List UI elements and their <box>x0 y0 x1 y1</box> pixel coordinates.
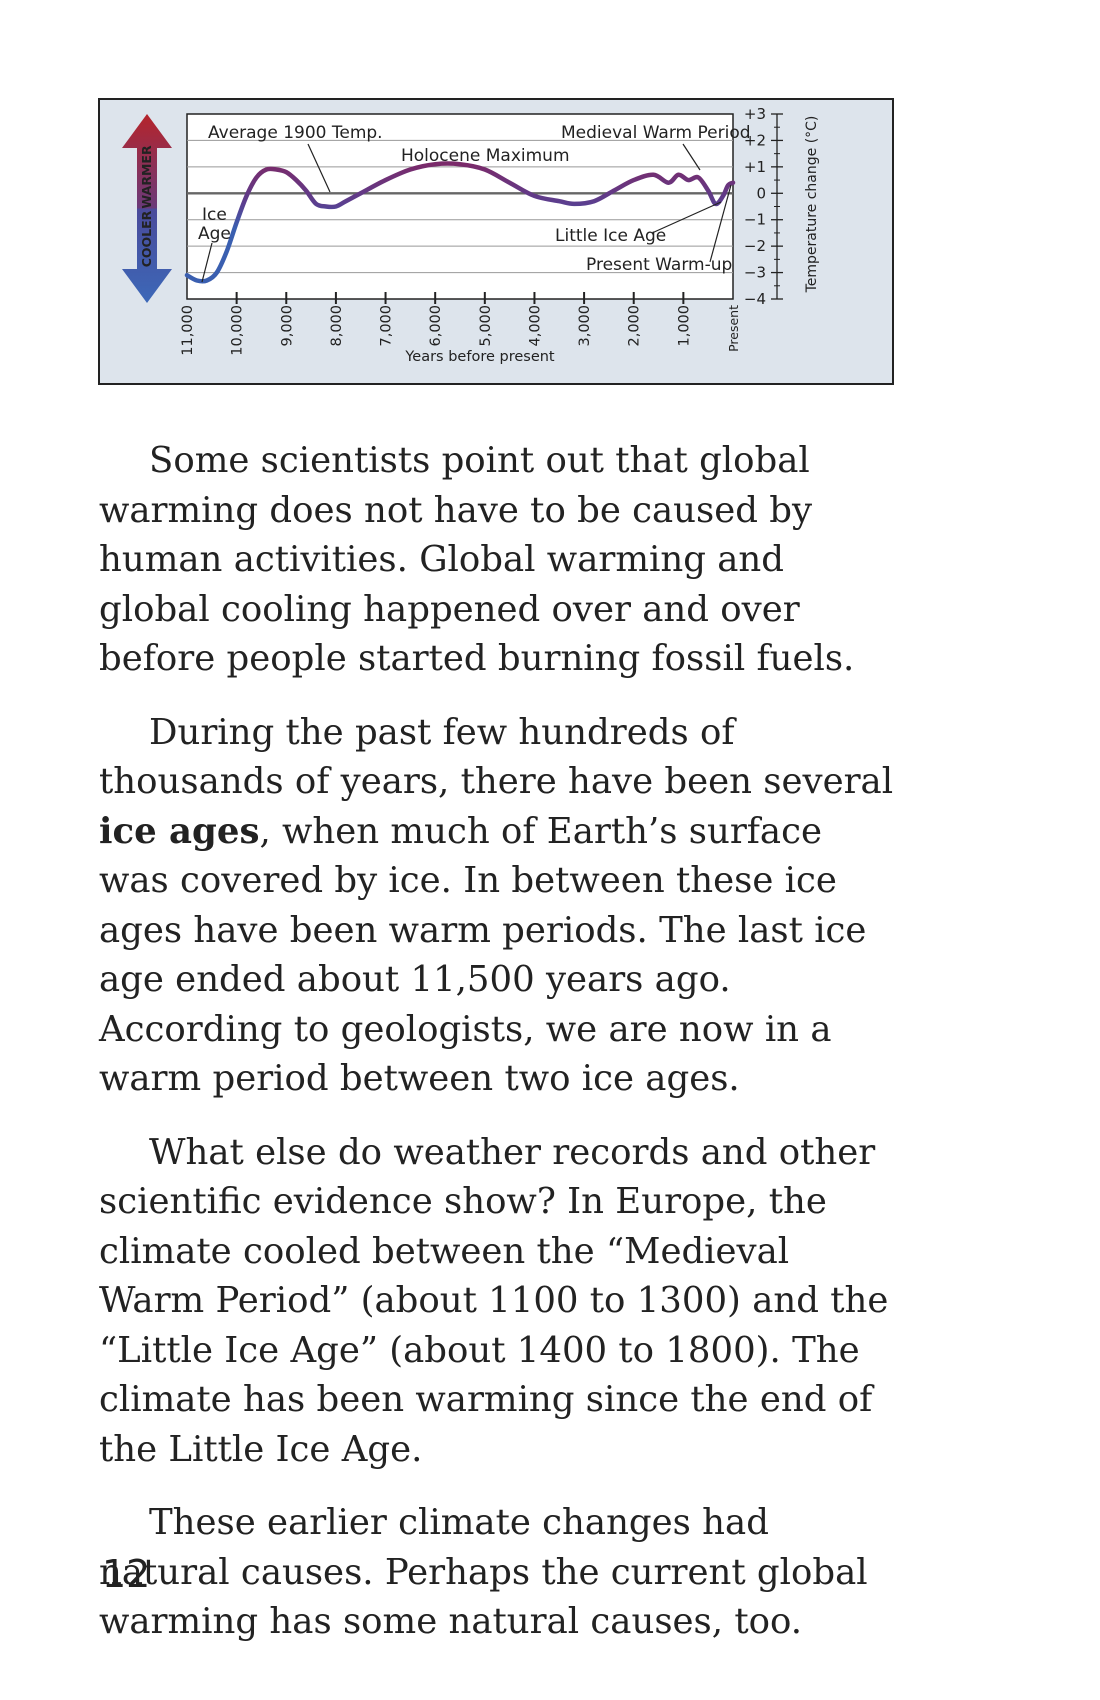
x-tick-label: 3,000 <box>577 305 593 347</box>
annotation-leader-line <box>307 143 331 193</box>
x-tick-label: 8,000 <box>329 305 345 347</box>
paragraph-2: During the past few hundreds of thousand… <box>99 708 899 1104</box>
x-tick-label: 2,000 <box>627 305 643 347</box>
plot-area <box>186 113 734 300</box>
paragraph-3: What else do weather records and other s… <box>99 1131 889 1470</box>
annotation-present-warm-up: Present Warm-up <box>586 255 732 275</box>
cooler-label: COOLER <box>139 210 154 267</box>
annotation-leader-line <box>201 242 213 283</box>
annotation-medieval-warm-period: Medieval Warm Period <box>561 123 751 143</box>
annotation-ice-line2: Age <box>198 224 231 244</box>
y-tick-label: −3 <box>744 264 766 282</box>
temperature-curve <box>184 161 736 284</box>
term-ice-ages: ice ages <box>99 810 260 852</box>
warmer-label: WARMER <box>139 145 154 209</box>
x-tick-label: 1,000 <box>676 305 692 347</box>
y-axis-label: Temperature change (°C) <box>804 116 820 294</box>
temperature-figure: WARMER COOLER 11,000 10,000 9,000 8,000 7,00… <box>98 98 894 385</box>
temperature-chart: WARMER COOLER 11,000 10,000 9,000 8,000 7,00… <box>122 105 820 365</box>
warmer-cooler-arrow <box>122 114 172 303</box>
paragraph-4: These earlier climate changes had natura… <box>99 1502 868 1642</box>
x-tick-label: 7,000 <box>379 305 395 347</box>
x-tick-label: 5,000 <box>478 305 494 347</box>
x-tick-label: 6,000 <box>428 305 444 347</box>
page-number: 12 <box>102 1552 151 1596</box>
y-tick-label: +3 <box>744 105 766 123</box>
annotation-leader-line <box>682 143 701 171</box>
x-tick-label: 9,000 <box>279 305 295 347</box>
x-tick-label: 11,000 <box>180 305 196 356</box>
y-tick-label: −1 <box>744 211 766 229</box>
y-tick-label: +1 <box>744 158 766 176</box>
y-tick-label: +2 <box>744 131 766 149</box>
annotation-leader-line <box>709 184 732 263</box>
annotation-ice-line1: Ice <box>202 205 227 225</box>
paragraph-2-end: , when much of Earth’s surface was cover… <box>99 810 867 1100</box>
y-tick-label: 0 <box>756 184 766 202</box>
x-tick-label: 4,000 <box>527 305 543 347</box>
annotation-little-ice-age: Little Ice Age <box>555 226 666 246</box>
body-text: Some scientists point out that global wa… <box>99 436 899 1671</box>
y-tick-label: −2 <box>744 237 766 255</box>
paragraph-2-start: During the past few hundreds of thousand… <box>99 711 894 803</box>
y-tick-label: −4 <box>744 290 766 308</box>
x-tick-label: Present <box>726 305 741 352</box>
x-axis-label: Years before present <box>404 349 555 365</box>
x-tick-label: 10,000 <box>230 305 246 356</box>
annotation-leader-line <box>651 201 722 234</box>
annotation-average-1900-temp: Average 1900 Temp. <box>208 123 383 143</box>
paragraph-1: Some scientists point out that global wa… <box>99 440 855 679</box>
annotation-holocene-maximum: Holocene Maximum <box>401 146 570 166</box>
